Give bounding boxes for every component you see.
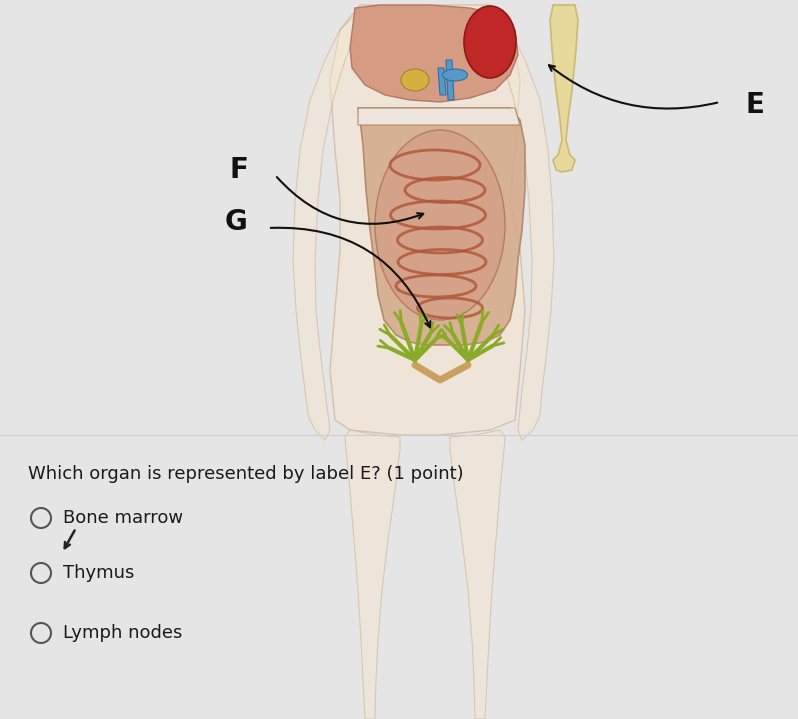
Text: F: F — [230, 156, 249, 184]
Polygon shape — [490, 10, 554, 440]
Text: G: G — [225, 208, 247, 236]
Ellipse shape — [375, 130, 505, 320]
Text: E: E — [745, 91, 764, 119]
Polygon shape — [550, 5, 578, 172]
Text: Bone marrow: Bone marrow — [63, 509, 183, 527]
Polygon shape — [350, 5, 518, 102]
Polygon shape — [345, 430, 400, 719]
Polygon shape — [450, 430, 505, 719]
Polygon shape — [358, 108, 525, 345]
Ellipse shape — [401, 69, 429, 91]
Text: Which organ is represented by label E? (1 point): Which organ is represented by label E? (… — [28, 465, 464, 483]
Ellipse shape — [443, 69, 468, 81]
Polygon shape — [438, 68, 446, 95]
Text: Lymph nodes: Lymph nodes — [63, 624, 183, 642]
Polygon shape — [358, 108, 520, 125]
Ellipse shape — [464, 6, 516, 78]
Polygon shape — [293, 10, 360, 440]
Polygon shape — [330, 5, 525, 435]
Text: Thymus: Thymus — [63, 564, 134, 582]
Polygon shape — [446, 60, 454, 100]
